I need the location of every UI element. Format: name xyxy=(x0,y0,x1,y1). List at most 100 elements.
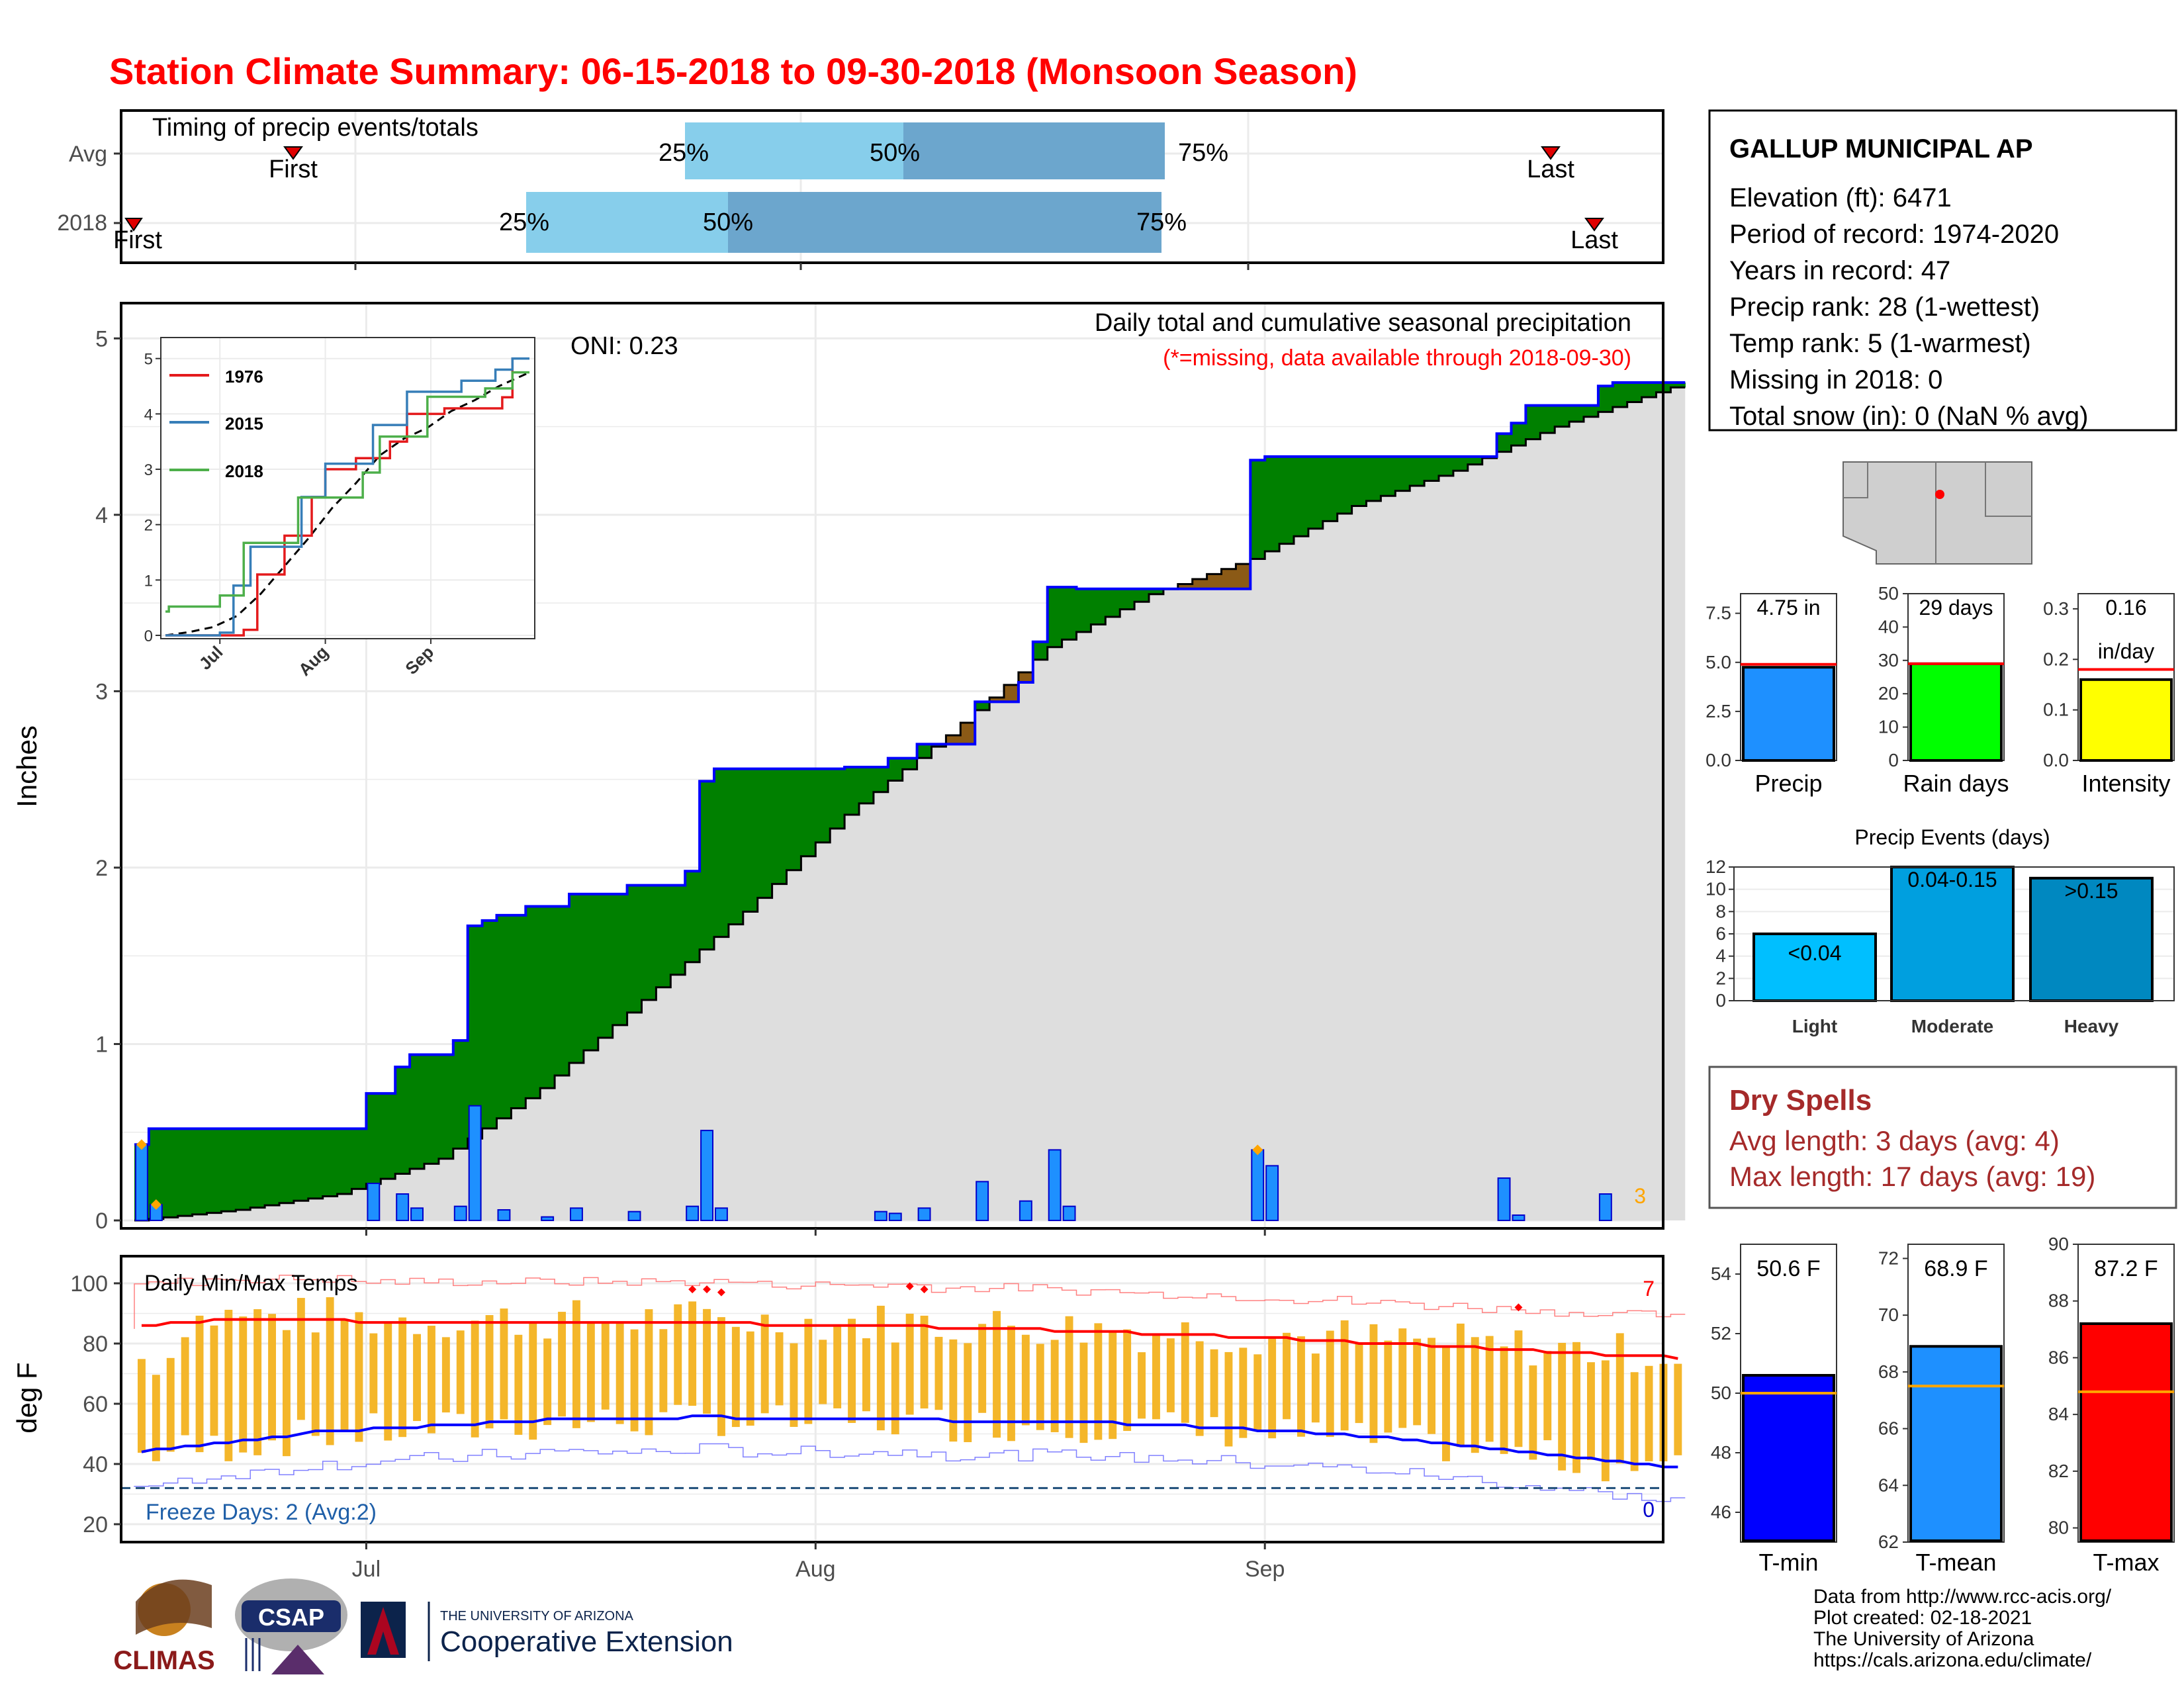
record-high-marker xyxy=(1514,1303,1523,1312)
tempbar-value-label: 50.6 F xyxy=(1756,1256,1820,1281)
locator-map xyxy=(1843,461,2032,565)
daily-temp-bar xyxy=(1543,1351,1552,1441)
daily-temp-bar xyxy=(949,1339,958,1442)
surplus-segment xyxy=(1091,588,1106,625)
daily-temp-bar xyxy=(1630,1372,1639,1471)
record-high-line xyxy=(134,1274,1686,1329)
surplus-segment xyxy=(1410,456,1425,486)
station-location-dot xyxy=(1935,490,1944,499)
events-y-tick-label: 2 xyxy=(1715,968,1726,988)
surplus-segment xyxy=(772,768,788,884)
tempbar-y-tick-label: 80 xyxy=(2048,1518,2069,1538)
inset-y-tick-label: 0 xyxy=(144,627,153,645)
precip-marks xyxy=(134,381,1686,1222)
daily-temp-bar xyxy=(268,1314,276,1441)
record-high-marker xyxy=(905,1282,914,1291)
daily-temp-bar xyxy=(905,1313,914,1415)
tempbar-y-tick-label: 46 xyxy=(1711,1502,1731,1522)
daily-temp-bar xyxy=(514,1334,523,1435)
surplus-segment xyxy=(728,768,744,925)
timing-frame xyxy=(120,109,1664,264)
daily-temp-bar xyxy=(558,1312,566,1417)
surplus-segment xyxy=(757,768,773,898)
avg-first-label: First xyxy=(269,156,318,183)
inset-bg xyxy=(161,338,535,639)
surplus-segment xyxy=(381,1093,396,1179)
daily-temp-bar xyxy=(891,1342,899,1435)
legend-2018-label: 2018 xyxy=(225,461,263,481)
temp-y-tick-label: 40 xyxy=(83,1452,108,1477)
tempbar-y-tick-label: 54 xyxy=(1711,1263,1731,1284)
tempbar-value-label: 68.9 F xyxy=(1924,1256,1987,1281)
csap-mountain-shape xyxy=(271,1645,324,1674)
surplus-segment xyxy=(395,1067,410,1174)
daily-precip-bar xyxy=(976,1181,989,1222)
mini-value-label: 0.16 xyxy=(2105,596,2146,619)
daily-precip-bar xyxy=(917,1207,931,1221)
station-period: Period of record: 1974-2020 xyxy=(1729,220,2059,249)
credit-line: Plot created: 02-18-2021 xyxy=(1813,1607,2032,1629)
daily-temp-bar xyxy=(384,1322,392,1441)
daily-temp-bar xyxy=(804,1318,813,1424)
ua-big-text: Cooperative Extension xyxy=(440,1625,733,1658)
mini-bar-Intensity xyxy=(2079,678,2173,762)
surplus-segment xyxy=(279,1128,295,1203)
tempbar-category-label: T-max xyxy=(2093,1549,2159,1576)
mini-y-tick-label: 0.2 xyxy=(2043,649,2069,669)
daily-temp-bar xyxy=(1224,1351,1233,1447)
surplus-segment xyxy=(163,1128,179,1218)
mini-y-tick-label: 0.0 xyxy=(1706,750,1731,770)
daily-temp-bar xyxy=(369,1333,378,1414)
daily-temp-bar xyxy=(441,1337,450,1413)
dry-box-frame xyxy=(1708,1066,2177,1209)
surplus-segment xyxy=(1467,456,1483,465)
tempbar-y-tick-label: 84 xyxy=(2048,1404,2069,1424)
surplus-segment xyxy=(830,768,845,829)
tempbar-y-tick-label: 66 xyxy=(1878,1418,1899,1439)
daily-precip-bar xyxy=(1497,1177,1511,1221)
daily-temp-bar xyxy=(920,1315,929,1409)
daily-temp-bar xyxy=(978,1324,987,1413)
mini-y-tick-label: 2.5 xyxy=(1706,701,1731,721)
surplus-segment xyxy=(496,915,512,1119)
daily-temp-bar xyxy=(1109,1332,1117,1440)
surplus-segment xyxy=(627,885,643,1013)
daily-temp-bar xyxy=(1311,1353,1320,1423)
daily-temp-bar xyxy=(876,1305,885,1431)
y2018-last-marker xyxy=(1584,218,1604,232)
surplus-segment xyxy=(540,906,555,1089)
daily-precip-bar xyxy=(1062,1205,1076,1221)
page-title: Station Climate Summary: 06-15-2018 to 0… xyxy=(109,50,1357,92)
station-missing: Missing in 2018: 0 xyxy=(1729,365,1942,394)
daily-temp-bar xyxy=(717,1317,725,1436)
y2018-first-label: First xyxy=(113,226,162,254)
tempbar-y-tick-label: 52 xyxy=(1711,1323,1731,1344)
events-bar-Heavy xyxy=(2029,876,2154,1003)
daily-temp-bar xyxy=(529,1321,537,1440)
station-temp-rank: Temp rank: 5 (1-warmest) xyxy=(1729,329,2031,358)
mini-value-label: 4.75 in xyxy=(1756,596,1820,619)
temp-ylabel: deg F xyxy=(11,1362,42,1433)
daily-precip-bar xyxy=(570,1207,583,1221)
csap-rain-lines xyxy=(245,1638,261,1671)
tempbar-y-tick-label: 64 xyxy=(1878,1475,1899,1495)
daily-temp-bar xyxy=(1079,1342,1088,1443)
credit-line: Data from http://www.rcc-acis.org/ xyxy=(1813,1586,2112,1608)
station-info-box: GALLUP MUNICIPAL AP Elevation (ft): 6471… xyxy=(1708,109,2177,432)
mini-y-tick-label: 0 xyxy=(1888,750,1899,770)
daily-precip-bar xyxy=(468,1105,482,1221)
legend-1976-label: 1976 xyxy=(225,367,263,387)
surplus-segment xyxy=(1294,456,1309,537)
mini-y-tick-label: 40 xyxy=(1878,616,1899,637)
daily-temp-bar xyxy=(1355,1342,1363,1424)
deficit-segment xyxy=(1206,574,1222,589)
deficit-segment xyxy=(1018,672,1034,683)
tempbar-y-tick-label: 48 xyxy=(1711,1442,1731,1463)
daily-temp-bar xyxy=(1283,1332,1291,1420)
surplus-segment xyxy=(1598,386,1614,412)
daily-temp-bar xyxy=(428,1326,435,1434)
daily-precip-bar xyxy=(1019,1200,1032,1222)
inset-y-tick-label: 3 xyxy=(144,461,153,479)
surplus-segment xyxy=(525,906,541,1099)
timing-xticks xyxy=(354,263,1250,270)
